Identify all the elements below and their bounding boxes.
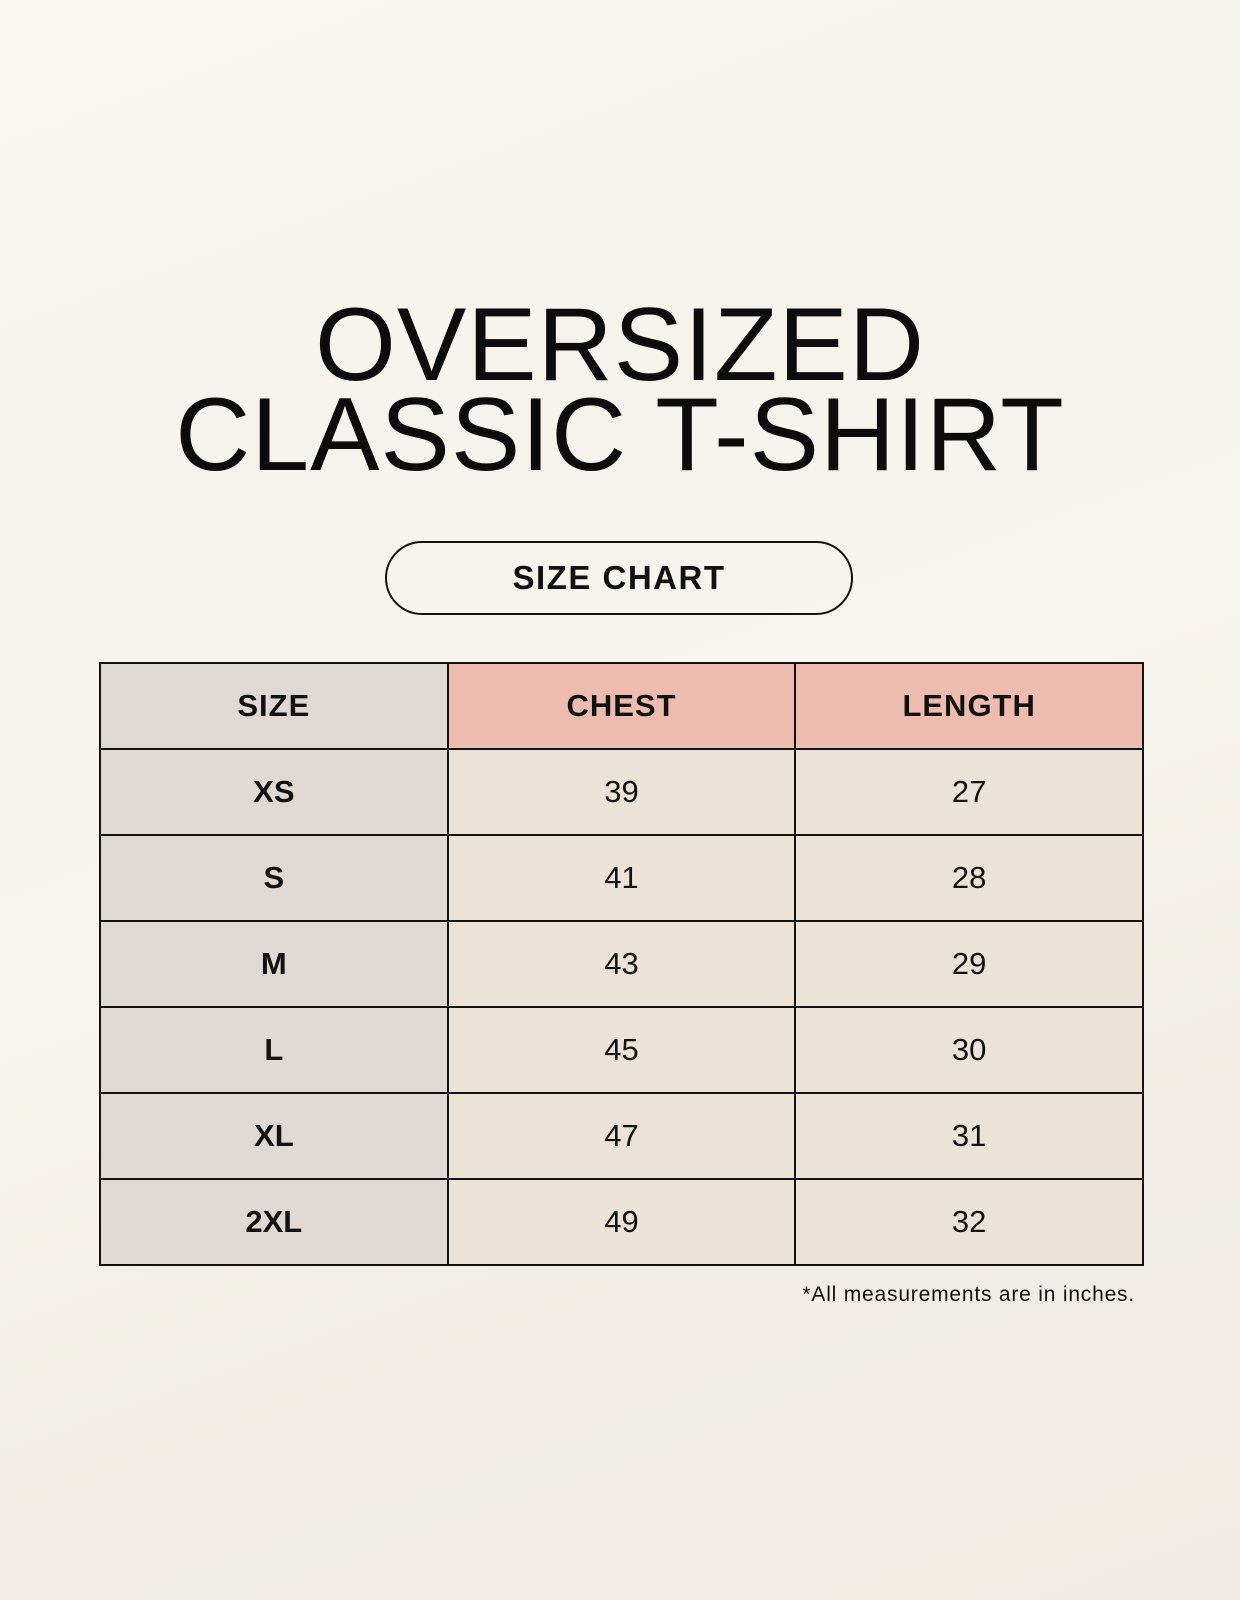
table-row: L 45 30 [99,1006,1144,1094]
title-line-2: CLASSIC T-SHIRT [175,377,1065,493]
cell-size: XL [99,1092,449,1180]
table-row: XS 39 27 [99,748,1144,836]
size-chart-label: SIZE CHART [385,541,853,615]
cell-chest: 45 [446,1006,797,1094]
cell-size: L [99,1006,449,1094]
cell-size: S [99,834,449,922]
cell-length: 28 [794,834,1144,922]
cell-chest: 41 [446,834,797,922]
cell-length: 30 [794,1006,1144,1094]
header-size: SIZE [99,662,449,750]
page-title: OVERSIZED CLASSIC T-SHIRT [0,287,1240,493]
cell-size: 2XL [99,1178,449,1266]
footnote: *All measurements are in inches. [802,1283,1135,1306]
cell-chest: 39 [446,748,797,836]
size-table: SIZE CHEST LENGTH XS 39 27 S 41 28 M 43 29 L 45 30 X… [99,662,1144,1266]
cell-chest: 47 [446,1092,797,1180]
table-row: 2XL 49 32 [99,1178,1144,1266]
header-chest: CHEST [446,662,797,750]
table-row: XL 47 31 [99,1092,1144,1180]
table-header-row: SIZE CHEST LENGTH [99,662,1144,750]
table-row: S 41 28 [99,834,1144,922]
cell-length: 31 [794,1092,1144,1180]
cell-size: XS [99,748,449,836]
table-row: M 43 29 [99,920,1144,1008]
cell-length: 29 [794,920,1144,1008]
cell-length: 32 [794,1178,1144,1266]
cell-chest: 49 [446,1178,797,1266]
cell-chest: 43 [446,920,797,1008]
title-line-1: OVERSIZED [315,287,925,403]
cell-size: M [99,920,449,1008]
cell-length: 27 [794,748,1144,836]
header-length: LENGTH [794,662,1144,750]
